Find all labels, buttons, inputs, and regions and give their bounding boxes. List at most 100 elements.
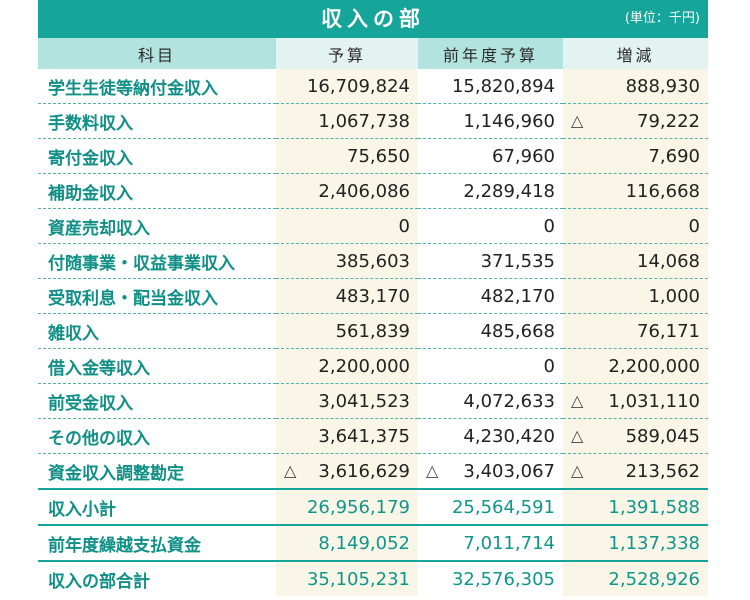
diff-cell: △ 589,045 — [563, 418, 708, 454]
column-header-budget: 予算 — [276, 38, 418, 69]
column-header-prev-budget: 前年度予算 — [418, 38, 563, 69]
subtotal-row: 収入小計 26,956,179 25,564,591 1,391,588 — [38, 488, 708, 526]
prev-budget-cell: 371,535 — [418, 243, 563, 279]
cell-value: 3,616,629 — [318, 460, 410, 482]
budget-cell: 2,200,000 — [276, 348, 418, 384]
table-row: 受取利息・配当金収入 483,170 482,170 1,000 — [38, 278, 708, 314]
cell-value: 0 — [398, 215, 410, 237]
row-label: 前受金収入 — [38, 383, 276, 419]
diff-cell: 2,528,926 — [563, 561, 708, 596]
row-label: 補助金収入 — [38, 173, 276, 209]
prev-budget-cell: 4,072,633 — [418, 383, 563, 419]
budget-cell: 2,406,086 — [276, 173, 418, 209]
cell-value: 213,562 — [625, 460, 700, 482]
carryover-row: 前年度繰越支払資金 8,149,052 7,011,714 1,137,338 — [38, 525, 708, 562]
row-label: 学生生徒等納付金収入 — [38, 69, 276, 104]
budget-cell: 26,956,179 — [276, 488, 418, 526]
prev-budget-cell: 4,230,420 — [418, 418, 563, 454]
column-header-item: 科目 — [38, 38, 276, 69]
negative-marker-icon: △ — [571, 425, 584, 445]
diff-cell: △ 213,562 — [563, 453, 708, 490]
table-body: 学生生徒等納付金収入 16,709,824 15,820,894 888,930 手数料… — [38, 69, 708, 596]
diff-cell: 1,137,338 — [563, 525, 708, 562]
budget-cell: 561,839 — [276, 313, 418, 349]
prev-budget-cell: 15,820,894 — [418, 69, 563, 104]
cell-value: 1,067,738 — [318, 110, 410, 132]
cell-value: 79,222 — [637, 110, 700, 132]
diff-cell: 1,391,588 — [563, 488, 708, 526]
cell-value: 14,068 — [637, 250, 700, 272]
budget-cell: 483,170 — [276, 278, 418, 314]
diff-cell: 0 — [563, 208, 708, 244]
row-label: 収入小計 — [38, 488, 276, 526]
budget-cell: 16,709,824 — [276, 69, 418, 104]
cell-value: 3,041,523 — [318, 390, 410, 412]
row-label: その他の収入 — [38, 418, 276, 454]
table-row: 資産売却収入 0 0 0 — [38, 208, 708, 244]
cell-value: 2,200,000 — [608, 355, 700, 377]
title-bar: 収入の部 (単位：千円) — [38, 0, 708, 38]
income-table: 科目 予算 前年度予算 増減 学生生徒等納付金収入 16,709,824 15,82… — [38, 38, 708, 596]
negative-marker-icon: △ — [571, 110, 584, 130]
cell-value: 1,031,110 — [608, 390, 700, 412]
budget-cell: 3,641,375 — [276, 418, 418, 454]
cell-value: 2,406,086 — [318, 180, 410, 202]
budget-cell: 385,603 — [276, 243, 418, 279]
cell-value: 67,960 — [492, 145, 555, 167]
row-label: 借入金等収入 — [38, 348, 276, 384]
prev-budget-cell: 32,576,305 — [451, 568, 555, 590]
table-row: 借入金等収入 2,200,000 0 2,200,000 — [38, 348, 708, 384]
budget-cell: 35,105,231 — [276, 561, 418, 596]
table-row: 手数料収入 1,067,738 1,146,960 △ 79,222 — [38, 103, 708, 139]
row-label: 付随事業・収益事業収入 — [38, 243, 276, 279]
diff-cell: 14,068 — [563, 243, 708, 279]
prev-budget-cell: 0 — [418, 208, 563, 244]
cell-value: 7,690 — [648, 145, 700, 167]
cell-value: 0 — [543, 355, 555, 377]
budget-cell: 8,149,052 — [276, 525, 418, 562]
cell-value: 2,200,000 — [318, 355, 410, 377]
negative-marker-icon: △ — [426, 460, 439, 480]
table-row: 付随事業・収益事業収入 385,603 371,535 14,068 — [38, 243, 708, 279]
prev-budget-cell: 485,668 — [418, 313, 563, 349]
cell-value: 76,171 — [637, 320, 700, 342]
budget-cell: 3,041,523 — [276, 383, 418, 419]
total-row: 収入の部合計 35,105,231 32,576,305 2,528,926 — [38, 561, 708, 596]
section-title: 収入の部 — [321, 7, 425, 31]
prev-budget-cell: 0 — [418, 348, 563, 384]
prev-budget-cell: △ 3,403,067 — [418, 453, 563, 490]
column-header-diff: 増減 — [563, 38, 708, 69]
cell-value: 15,820,894 — [451, 75, 555, 97]
table-row: 前受金収入 3,041,523 4,072,633 △ 1,031,110 — [38, 383, 708, 419]
budget-cell: 0 — [276, 208, 418, 244]
prev-budget-cell: 25,564,591 — [418, 488, 563, 526]
budget-cell: 1,067,738 — [276, 103, 418, 139]
prev-budget-cell: 1,146,960 — [418, 103, 563, 139]
cell-value: 1,146,960 — [463, 110, 555, 132]
diff-cell: 2,200,000 — [563, 348, 708, 384]
cell-value: 3,403,067 — [463, 460, 555, 482]
cell-value: 4,072,633 — [463, 390, 555, 412]
diff-cell: △ 79,222 — [563, 103, 708, 139]
row-label: 資金収入調整勘定 — [38, 453, 276, 490]
row-label: 手数料収入 — [38, 103, 276, 139]
diff-cell: 7,690 — [563, 138, 708, 174]
budget-cell: 75,650 — [276, 138, 418, 174]
diff-cell: 888,930 — [563, 69, 708, 104]
negative-marker-icon: △ — [571, 460, 584, 480]
diff-cell: 1,000 — [563, 278, 708, 314]
cell-value: 3,641,375 — [318, 425, 410, 447]
cell-value: 371,535 — [480, 250, 555, 272]
cell-value: 16,709,824 — [306, 75, 410, 97]
diff-cell: 76,171 — [563, 313, 708, 349]
cell-value: 589,045 — [625, 425, 700, 447]
cell-value: 4,230,420 — [463, 425, 555, 447]
table-row: その他の収入 3,641,375 4,230,420 △ 589,045 — [38, 418, 708, 454]
cell-value: 75,650 — [347, 145, 410, 167]
cell-value: 385,603 — [335, 250, 410, 272]
negative-marker-icon: △ — [284, 460, 297, 480]
cell-value: 2,289,418 — [463, 180, 555, 202]
row-label: 収入の部合計 — [48, 571, 150, 592]
cell-value: 0 — [688, 215, 700, 237]
cell-value: 483,170 — [335, 285, 410, 307]
